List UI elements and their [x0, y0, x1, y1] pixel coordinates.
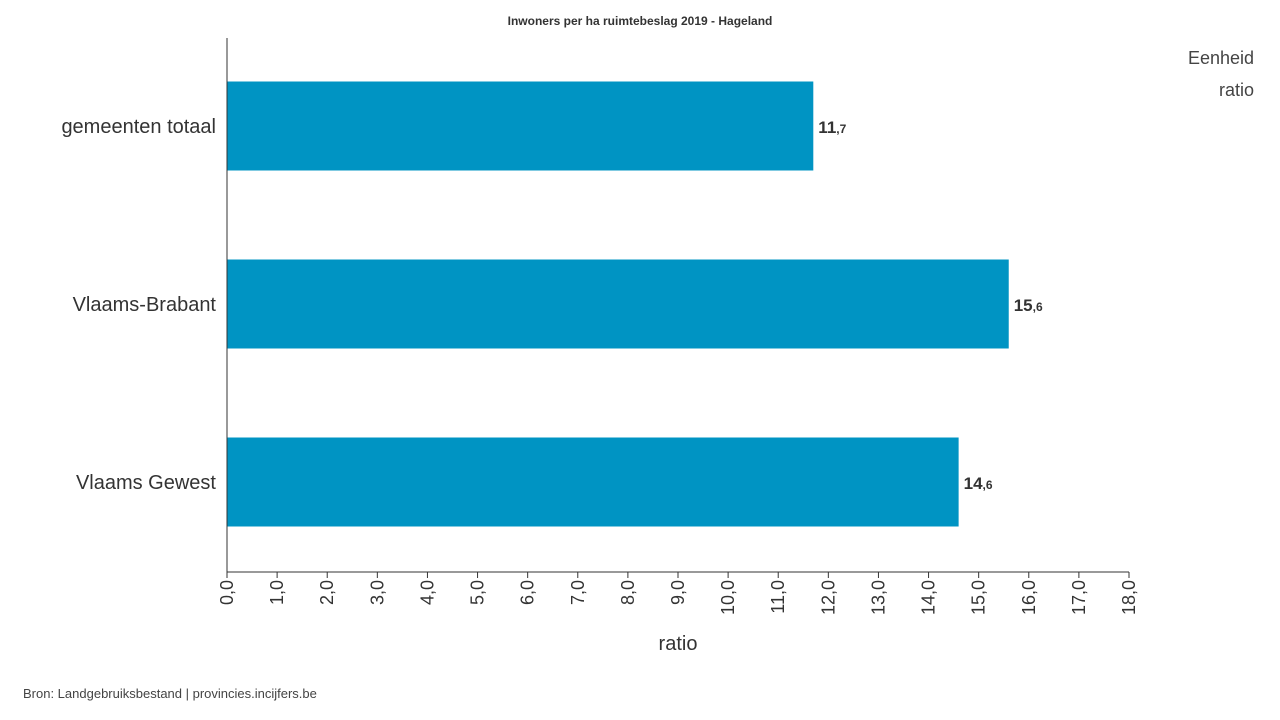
chart-title: Inwoners per ha ruimtebeslag 2019 - Hage…: [507, 14, 773, 28]
unit-legend: Eenheid ratio: [1188, 42, 1254, 106]
x-tick-label: 18,0: [1119, 580, 1139, 615]
x-tick-label: 15,0: [969, 580, 989, 615]
x-axis-title: ratio: [659, 633, 698, 655]
x-tick-label: 9,0: [668, 580, 688, 605]
axes-layer: 0,0 1,0 2,0 3,0 4,0 5,0 6,0 7,0 8,0 9,0 10,0 11,0 12…: [217, 38, 1139, 615]
x-tick-label: 4,0: [417, 580, 437, 605]
data-label: 14,6: [964, 474, 993, 493]
x-tick-label: 14,0: [919, 580, 939, 615]
x-tick-label: 8,0: [618, 580, 638, 605]
category-label: gemeenten totaal: [61, 116, 216, 138]
x-tick-label: 5,0: [468, 580, 488, 605]
unit-label: Eenheid: [1187, 48, 1254, 68]
x-tick-label: 0,0: [217, 580, 237, 605]
x-tick-label: 6,0: [518, 580, 538, 605]
x-tick-label: 7,0: [568, 580, 588, 605]
data-label-dec: ,6: [983, 478, 993, 492]
data-label-int: 11: [818, 118, 836, 137]
x-tick-label: 2,0: [317, 580, 337, 605]
bar-2: [227, 437, 959, 527]
unit-value: ratio: [1218, 80, 1254, 100]
x-tick-label: 17,0: [1069, 580, 1089, 615]
x-tick-label: 10,0: [718, 580, 738, 615]
bar-0: [227, 81, 814, 171]
x-tick-label: 1,0: [267, 580, 287, 605]
data-label-dec: ,6: [1033, 300, 1043, 314]
data-label: 15,6: [1014, 296, 1043, 315]
category-label: Vlaams Gewest: [76, 472, 216, 494]
data-label: 11,7: [818, 118, 846, 137]
x-tick-label: 12,0: [818, 580, 838, 615]
source-note: Bron: Landgebruiksbestand | provincies.i…: [23, 686, 317, 701]
data-label-int: 15: [1014, 296, 1033, 315]
x-tick-label: 16,0: [1019, 580, 1039, 615]
data-label-dec: ,7: [836, 122, 846, 136]
data-label-int: 14: [964, 474, 983, 493]
x-tick-label: 13,0: [868, 580, 888, 615]
x-tick-label: 3,0: [367, 580, 387, 605]
bar-1: [227, 259, 1009, 349]
category-label: Vlaams-Brabant: [73, 294, 217, 316]
x-tick-label: 11,0: [768, 580, 788, 614]
